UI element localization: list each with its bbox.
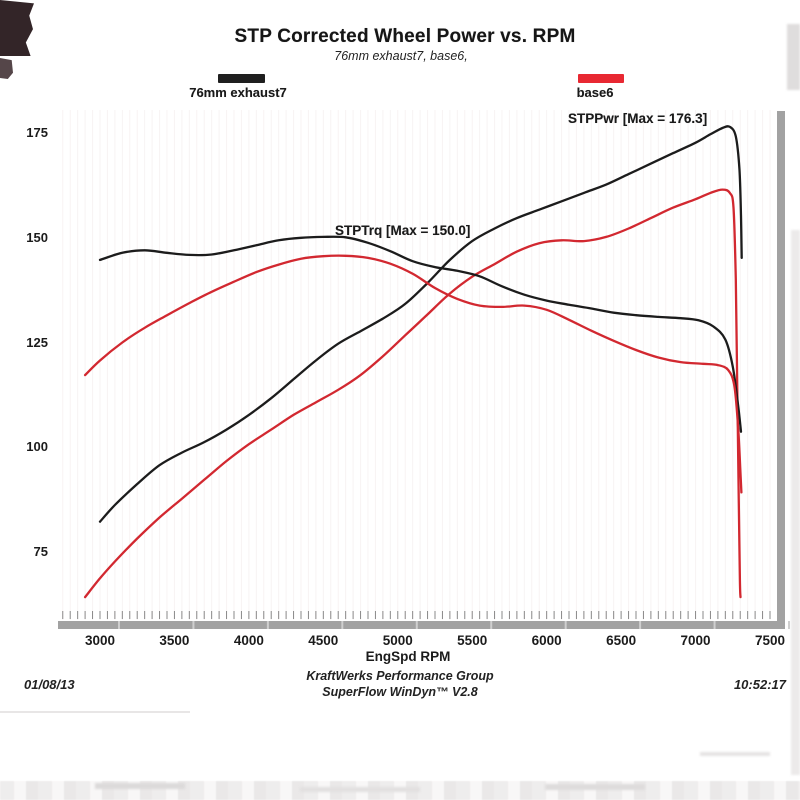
chart-subtitle: 76mm exhaust7, base6, xyxy=(334,49,468,63)
annotation-stppwr-max: STPPwr [Max = 176.3] xyxy=(568,111,708,126)
axis-bar-notch xyxy=(490,621,493,629)
x-axis-bar xyxy=(58,621,785,629)
footer-software-version: SuperFlow WinDyn™ V2.8 xyxy=(322,685,478,699)
axis-bar-notch xyxy=(266,621,269,629)
scan-artifact-smudge xyxy=(545,784,645,790)
axis-bar-notch xyxy=(713,621,716,629)
x-tick-label: 5000 xyxy=(382,633,413,648)
y-tick-label: 75 xyxy=(33,544,48,560)
right-border-bar xyxy=(777,111,785,629)
scan-artifact-smudge xyxy=(300,787,420,792)
legend-swatch-base6 xyxy=(578,74,624,83)
x-tick-label: 7000 xyxy=(680,633,711,648)
axis-bar-notch xyxy=(415,621,418,629)
x-tick-label: 5500 xyxy=(457,633,488,648)
scan-artifact-smudge xyxy=(700,752,770,756)
legend-swatch-76mm-exhaust7 xyxy=(218,74,265,83)
curve-stptrq-76mm xyxy=(98,235,743,433)
curve-stptrq-base6 xyxy=(83,254,743,494)
report-date: 01/08/13 xyxy=(24,677,75,692)
y-tick-label: 175 xyxy=(26,125,48,141)
footer-group-name: KraftWerks Performance Group xyxy=(306,669,494,683)
curve-stppwr-76mm xyxy=(98,125,743,523)
annotation-stptrq-max: STPTrq [Max = 150.0] xyxy=(335,223,471,238)
plot-area xyxy=(58,110,791,629)
x-axis-title: EngSpd RPM xyxy=(365,649,451,664)
report-time: 10:52:17 xyxy=(733,677,786,692)
x-tick-label: 7500 xyxy=(754,633,786,648)
axis-bar-notch xyxy=(564,621,567,629)
scan-artifact-smudge xyxy=(95,783,185,789)
curve-stppwr-base6 xyxy=(83,188,742,599)
scan-artifact-band xyxy=(0,781,800,800)
axis-bar-notch xyxy=(117,621,120,629)
page-title: STP Corrected Wheel Power vs. RPM xyxy=(234,26,576,47)
x-tick-label: 4000 xyxy=(233,633,264,648)
y-tick-label: 125 xyxy=(26,334,48,350)
x-tick-label: 3000 xyxy=(84,633,115,648)
x-tick-label: 4500 xyxy=(308,633,339,648)
axis-bar-notch xyxy=(788,621,791,629)
x-tick-label: 6500 xyxy=(606,633,637,648)
y-tick-label: 150 xyxy=(26,229,48,245)
legend-label-76mm-exhaust7: 76mm exhaust7 xyxy=(189,85,287,100)
legend-label-base6: base6 xyxy=(576,85,614,100)
x-tick-label: 3500 xyxy=(159,633,190,648)
axis-bar-notch xyxy=(192,621,195,629)
x-tick-label: 6000 xyxy=(531,633,562,648)
axis-bar-notch xyxy=(341,621,344,629)
y-tick-label: 100 xyxy=(26,439,48,455)
axis-bar-notch xyxy=(639,621,642,629)
